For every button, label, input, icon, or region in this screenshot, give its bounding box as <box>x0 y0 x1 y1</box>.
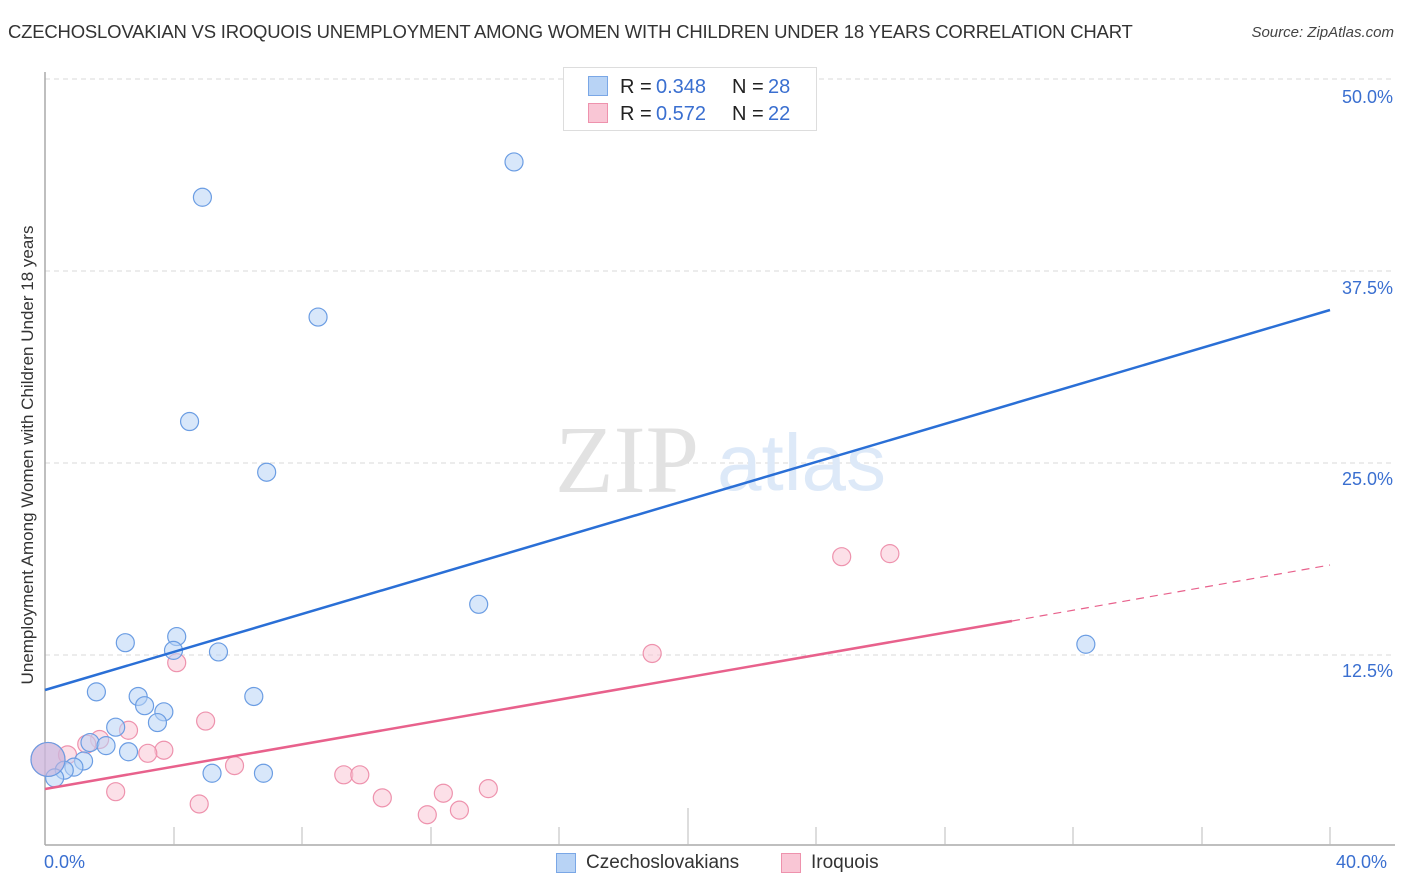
watermark: ZIP atlas <box>555 406 886 513</box>
n-value: 22 <box>768 103 791 125</box>
y-tick-50: 50.0% <box>1341 87 1393 107</box>
source-label: Source: ZipAtlas.com <box>1251 24 1394 41</box>
x-tick-0: 0.0% <box>44 852 86 872</box>
data-point <box>257 462 277 482</box>
data-point <box>504 152 524 172</box>
data-point <box>179 411 200 432</box>
data-point <box>253 763 274 783</box>
data-point <box>189 794 209 814</box>
pink-swatch-icon <box>781 853 801 873</box>
iroquois-points <box>30 544 900 825</box>
data-point <box>115 633 135 653</box>
n-label: N = <box>732 76 764 98</box>
data-point <box>192 187 213 207</box>
svg-text:atlas: atlas <box>717 418 886 507</box>
data-point <box>350 765 370 785</box>
gridlines <box>45 78 1395 656</box>
iroquois-trend-line <box>44 619 1013 791</box>
axes <box>44 72 1395 846</box>
data-point <box>880 544 900 564</box>
r-label: R = <box>620 103 652 125</box>
blue-swatch-icon <box>556 853 576 873</box>
data-point <box>478 779 498 799</box>
pink-swatch-icon <box>588 103 608 123</box>
data-point <box>202 763 222 783</box>
y-axis-label: Unemployment Among Women with Children U… <box>18 225 37 685</box>
data-point <box>106 782 126 802</box>
correlation-legend: R = 0.348 N = 28 R = 0.572 N = 22 <box>563 67 817 131</box>
data-point <box>138 743 158 763</box>
iroquois-trend-extension <box>1011 564 1331 622</box>
n-label: N = <box>732 103 764 125</box>
data-point <box>30 741 66 778</box>
chart-title: CZECHOSLOVAKIAN VS IROQUOIS UNEMPLOYMENT… <box>8 21 1133 42</box>
data-point <box>224 755 245 776</box>
y-tick-12-5: 12.5% <box>1341 661 1393 681</box>
r-label: R = <box>620 76 652 98</box>
r-value: 0.572 <box>656 103 707 125</box>
czechoslovakian-points <box>30 152 1096 788</box>
data-point <box>244 686 264 707</box>
data-point <box>80 732 100 753</box>
data-point <box>1076 634 1096 654</box>
data-point <box>134 696 155 716</box>
data-point <box>417 805 437 825</box>
data-point <box>308 307 328 327</box>
n-value: 28 <box>768 76 791 98</box>
data-point <box>334 765 354 785</box>
y-tick-37-5: 37.5% <box>1341 278 1393 298</box>
data-point <box>147 712 168 733</box>
data-point <box>372 788 392 808</box>
data-point <box>118 742 139 762</box>
svg-text:ZIP: ZIP <box>555 406 699 513</box>
y-tick-25: 25.0% <box>1341 469 1393 489</box>
data-point <box>96 736 116 756</box>
data-point <box>433 783 453 803</box>
data-point <box>196 711 216 731</box>
data-point <box>469 594 489 614</box>
data-point <box>208 642 229 662</box>
legend-label: Czechoslovakians <box>586 852 740 873</box>
czechoslovakian-trend-line <box>44 308 1331 692</box>
data-point <box>154 740 174 760</box>
data-point <box>106 717 126 737</box>
x-tick-40: 40.0% <box>1336 852 1388 872</box>
r-value: 0.348 <box>656 76 707 98</box>
blue-swatch-icon <box>588 76 608 96</box>
data-point <box>449 800 470 820</box>
data-point <box>642 643 662 664</box>
data-point <box>86 682 107 702</box>
legend-label: Iroquois <box>811 852 879 873</box>
data-point <box>832 547 852 567</box>
x-ticks <box>173 808 1331 845</box>
